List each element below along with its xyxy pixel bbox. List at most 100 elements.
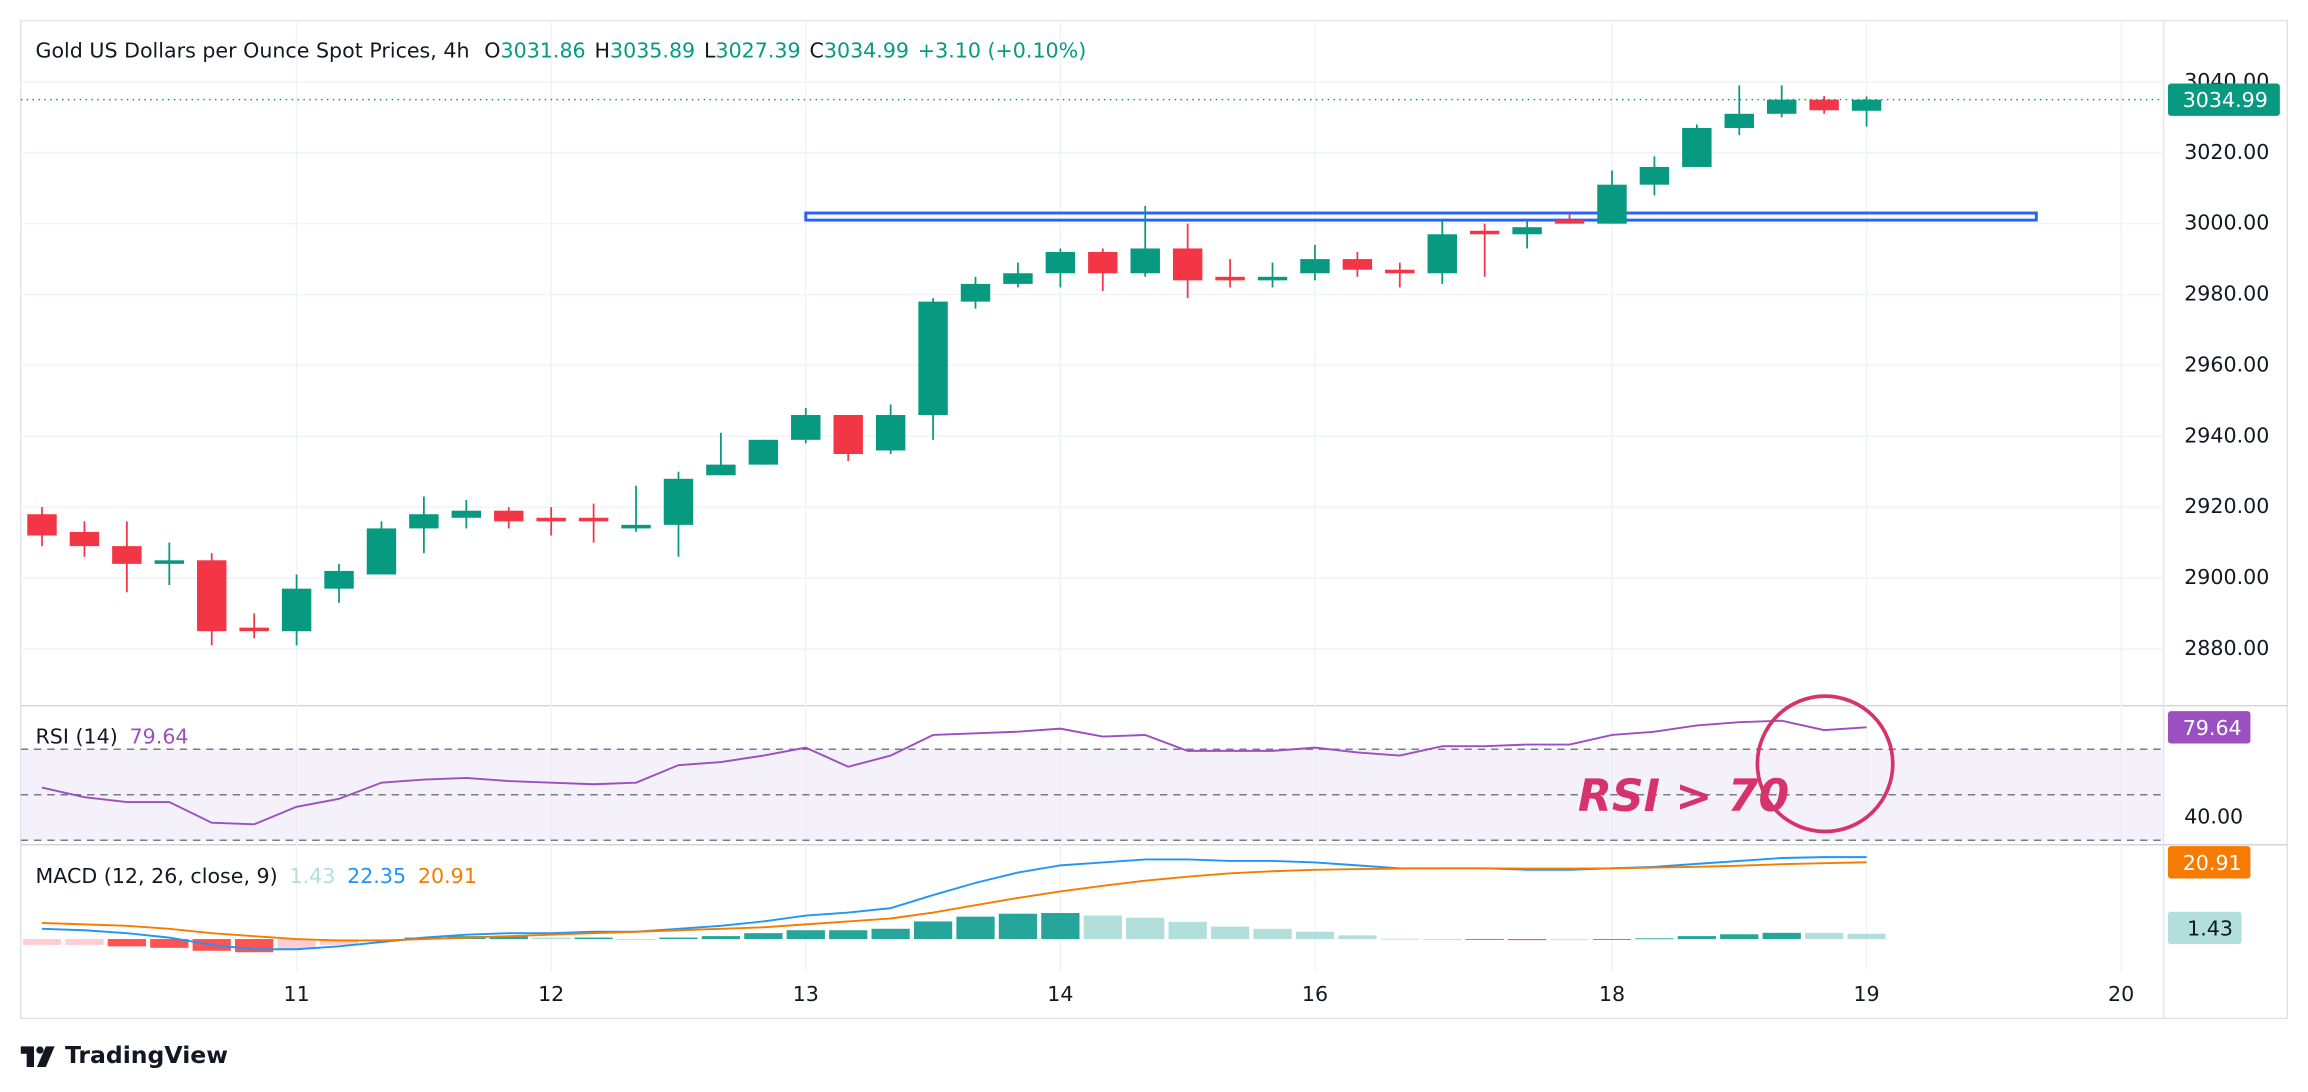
y-tick-label: 2960.00 xyxy=(2184,352,2269,376)
rsi-highlight xyxy=(1755,694,1895,834)
ohlc-letter: L xyxy=(704,39,716,63)
signal-line xyxy=(41,861,1867,942)
macd-histogram-bar xyxy=(319,939,359,945)
macd-histogram-bar xyxy=(1338,935,1377,940)
candle-body xyxy=(1088,252,1118,274)
rsi-annotation: RSI > 70 xyxy=(1578,771,1789,822)
candle-body xyxy=(748,439,779,465)
macd-histogram-bar xyxy=(1592,939,1632,940)
marks xyxy=(20,85,2164,953)
macd-legend: MACD (12, 26, close, 9) 1.43 22.35 20.91 xyxy=(36,864,477,888)
candle-body xyxy=(1427,234,1457,274)
signal-value-label: 20.91 xyxy=(2183,851,2242,875)
macd-histogram-bar xyxy=(107,939,147,947)
macd-histogram-bar xyxy=(1847,933,1886,940)
rsi-value-box xyxy=(2168,711,2251,744)
candle-body xyxy=(1257,276,1288,281)
x-tick-label: 20 xyxy=(2108,982,2134,1006)
macd-histogram-bar xyxy=(1041,912,1080,940)
candle-body xyxy=(1172,248,1203,281)
candle-body xyxy=(706,464,736,476)
x-tick-label: 11 xyxy=(283,982,309,1006)
candle-body xyxy=(1385,269,1415,274)
macd-histogram-bar xyxy=(871,928,910,940)
candle-body xyxy=(1130,248,1160,274)
candle-body xyxy=(1003,273,1033,284)
candle-body xyxy=(451,510,482,518)
candle-body xyxy=(1215,276,1245,281)
macd-histogram-bar xyxy=(277,939,316,950)
macd-histogram-bar xyxy=(1635,938,1674,940)
resistance-zone xyxy=(804,211,2038,222)
candle-body xyxy=(578,517,609,522)
macd-histogram-bar xyxy=(1762,932,1801,940)
macd-histogram-bar xyxy=(701,936,741,940)
macd-histogram-bar xyxy=(1677,936,1716,940)
candle-body xyxy=(494,510,524,522)
brand-logo: TradingView xyxy=(20,1041,228,1069)
candle-body xyxy=(1342,259,1373,270)
ohlc-letter: C xyxy=(809,39,823,63)
ohlc-value: 3027.39 xyxy=(715,39,800,63)
macd-histogram-bar xyxy=(1465,939,1504,940)
macd-histogram-bar xyxy=(744,933,783,940)
rsi-title: RSI (14) xyxy=(36,724,118,748)
x-tick-label: 18 xyxy=(1599,982,1625,1006)
ohlc-letter: H xyxy=(594,39,610,63)
macd-histogram-bar xyxy=(616,939,656,940)
signal-value: 20.91 xyxy=(418,864,477,888)
macd-histogram-bar xyxy=(1126,917,1165,940)
macd-histogram-bar xyxy=(1423,939,1462,940)
candle-body xyxy=(1724,113,1754,128)
rsi-legend: RSI (14) 79.64 xyxy=(36,724,189,748)
macd-histogram-bar xyxy=(65,939,104,945)
price-change: +3.10 (+0.10%) xyxy=(918,39,1086,63)
macd-histogram-bar xyxy=(532,937,571,940)
candle-body xyxy=(112,546,142,564)
y-tick-label: 2920.00 xyxy=(2184,494,2269,518)
candle-body xyxy=(409,514,439,529)
histogram-value-label: 1.43 xyxy=(2187,916,2233,940)
rsi-value: 79.64 xyxy=(130,724,189,748)
candle-body xyxy=(621,524,651,529)
ohlc-value: 3031.86 xyxy=(500,39,585,63)
chart-header: Gold US Dollars per Ounce Spot Prices, 4… xyxy=(36,39,1087,63)
candle-body xyxy=(960,283,991,302)
x-tick-label: 13 xyxy=(793,982,819,1006)
y-tick-label: 3020.00 xyxy=(2184,140,2269,164)
macd-value: 22.35 xyxy=(347,864,406,888)
x-tick-label: 16 xyxy=(1302,982,1328,1006)
macd-histogram-bar xyxy=(1720,934,1759,940)
macd-histogram-bar xyxy=(22,939,62,945)
x-tick-label: 12 xyxy=(538,982,564,1006)
candle-body xyxy=(875,415,906,451)
macd-histogram-bar xyxy=(1083,915,1122,940)
logo-mark xyxy=(36,1046,44,1054)
candle-body xyxy=(663,478,694,525)
y-tick-label: 2980.00 xyxy=(2184,282,2269,306)
macd-histogram-bar xyxy=(956,916,995,940)
x-tick-label: 19 xyxy=(1853,982,1879,1006)
candle-body xyxy=(1639,166,1670,185)
candle-body xyxy=(1809,99,1839,111)
candle-body xyxy=(1512,227,1542,235)
ohlc-value: 3034.99 xyxy=(824,39,909,63)
brand-name: TradingView xyxy=(65,1041,228,1069)
chart-title: Gold US Dollars per Ounce Spot Prices, 4… xyxy=(36,39,470,63)
macd-histogram-bar xyxy=(1507,939,1547,941)
histogram-value-box xyxy=(2168,911,2242,945)
macd-histogram-bar xyxy=(150,939,189,948)
ohlc-value: 3035.89 xyxy=(610,39,695,63)
macd-histogram-bar xyxy=(1253,928,1292,940)
x-tick-label: 14 xyxy=(1047,982,1073,1006)
y-tick-label: 40.00 xyxy=(2184,804,2243,828)
candle-body xyxy=(281,588,312,632)
last-price-label: 3034.99 xyxy=(2183,88,2268,112)
labels: 11 12 13 14 16 18 19 20 2880.00 2900.00 2920.00 294… xyxy=(36,39,2280,1006)
candle-body xyxy=(918,301,948,416)
macd-histogram-bar xyxy=(659,937,698,940)
candle-body xyxy=(1682,127,1712,167)
macd-title: MACD (12, 26, close, 9) xyxy=(36,864,278,888)
candle-body xyxy=(239,627,269,632)
